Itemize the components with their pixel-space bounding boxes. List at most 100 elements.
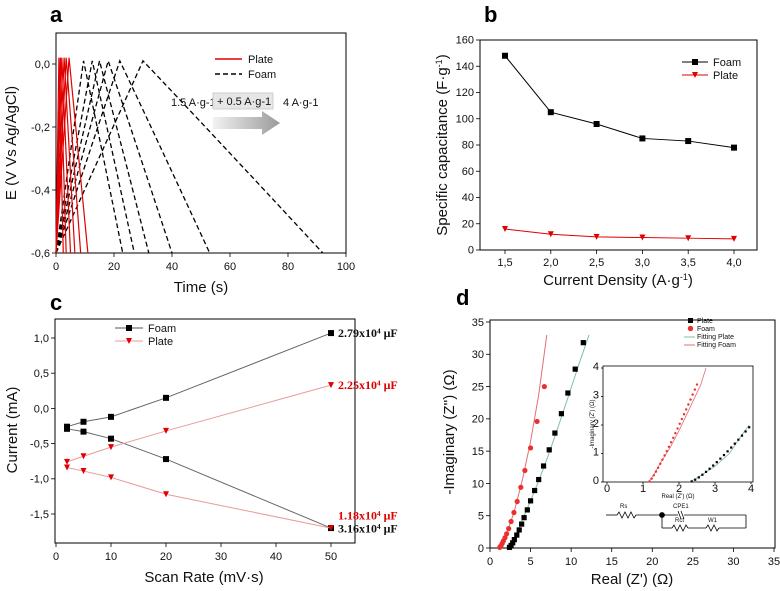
panel-c-xtick-label: 50 [325, 551, 337, 563]
panel-d-frame [489, 319, 776, 549]
foam-gcd-curve [55, 60, 124, 254]
panel-c-xtick-label: 20 [160, 551, 172, 563]
panel-d-plate-point [565, 390, 571, 396]
panel-b-foam-point [547, 109, 554, 116]
panel-b-xlabel: Current Density (A·g-1) [543, 272, 693, 289]
panel-d-ytick-label: 15 [472, 446, 484, 458]
panel-d-inset-frame [602, 365, 754, 483]
panel-c-capacitance-label: 2.25x10⁴ μF [338, 378, 398, 392]
panel-d-inset-xtick-label: 2 [676, 483, 682, 495]
panel-d-foam-point [511, 509, 517, 516]
plate-gcd-curve [55, 57, 76, 254]
panel-d-xlabel: Real (Z') (Ω) [591, 571, 673, 588]
panel-b-xtick-label: 4,0 [726, 257, 741, 269]
panel-d-legend-plate: Plate [697, 318, 713, 325]
panel-c-ytick-label: -1,5 [30, 509, 49, 521]
panel-c-ytick-label: 0,5 [34, 368, 49, 380]
panel-b-ytick-label: 160 [456, 35, 474, 47]
panel-d-foam-point [534, 418, 540, 425]
panel-d-inset-foam-point [654, 470, 658, 473]
panel-c-foam-point [328, 330, 334, 337]
panel-a-xtick-label: 100 [337, 261, 355, 273]
panel-a-ytick-label: -0,4 [31, 185, 50, 197]
panel-a-annotation-end: 4 A·g-1 [283, 97, 318, 109]
panel-c-plate-point [163, 491, 169, 498]
panel-b-xtick-label: 1,5 [497, 257, 512, 269]
panel-d-inset-xtick-label: 4 [748, 483, 754, 495]
panel-a-step-box [212, 92, 274, 110]
panel-d-plate-point [521, 515, 527, 521]
panel-b-plate-point [593, 233, 600, 240]
foam-gcd-curve [55, 58, 173, 254]
panel-d-inset-plate-point [722, 453, 726, 457]
panel-b-legend-foam: Foam [713, 57, 741, 69]
panel-d-inset-foam-point [672, 436, 675, 439]
circuit-label-rs: Rs [620, 504, 627, 510]
panel-a-xtick-label: 80 [282, 261, 294, 273]
panel-d-plate-point [519, 521, 525, 527]
panel-d-ytick-label: 10 [472, 478, 484, 490]
panel-d-plate-point [532, 487, 538, 494]
panel-d-ylabel: -Imaginary (Z'') (Ω) [441, 369, 458, 494]
panel-d-inset-foam-point [669, 441, 673, 444]
panel-b-legend-foam-marker [692, 59, 698, 65]
panel-d-plate-point [524, 507, 530, 513]
equivalent-circuit [606, 510, 747, 532]
panel-d-foam-point [541, 383, 547, 390]
panel-b-plate-point [685, 235, 692, 242]
panel-a-legend-plate: Plate [248, 54, 273, 66]
panel-d-inset-plate-point [697, 476, 700, 479]
panel-d-foam-point [506, 526, 512, 532]
panel-d-inset-foam-point [691, 393, 694, 396]
panel-d-plate-point [514, 532, 520, 538]
panel-c-frame [54, 318, 356, 544]
panel-d-inset-foam-point [652, 474, 655, 477]
panel-b-plate-point [502, 226, 508, 232]
panel-c-foam-point [108, 435, 114, 442]
panel-d-ytick-label: 0 [478, 543, 484, 555]
panel-d-xtick-label: 5 [528, 556, 534, 568]
panel-d-plate-point [536, 476, 542, 483]
panel-d-xtick-label: 25 [687, 556, 699, 568]
panel-d-foam-point [518, 484, 524, 490]
panel-c-ytick-label: 0,0 [34, 403, 49, 415]
panel-a-xtick-label: 60 [224, 261, 236, 273]
panel-c-plate-point [163, 427, 169, 434]
panel-d-legend-plate-marker [688, 318, 693, 323]
panel-label-b: b [484, 2, 497, 27]
panel-d-inset-foam-point [659, 462, 662, 465]
panel-a-xtick-label: 40 [166, 261, 178, 273]
panel-d-inset-xtick-label: 3 [712, 483, 718, 495]
panel-b-xtick-label: 3,5 [681, 257, 696, 269]
panel-d-plate-point [558, 411, 565, 417]
panel-d-inset-plate-point [712, 464, 715, 467]
panel-a-ytick-label: -0,2 [31, 122, 50, 134]
panel-d-legend-fit-foam: Fitting Foam [697, 342, 736, 349]
panel-c-xlabel: Scan Rate (mV·s) [144, 569, 263, 586]
panel-b-legend-plate: Plate [713, 70, 738, 82]
panel-c-foam-point [163, 394, 169, 401]
panel-d-inset-foam-point [665, 449, 668, 453]
panel-b-ytick-label: 100 [456, 113, 474, 125]
panel-b-xtick-label: 3,0 [635, 257, 650, 269]
panel-a-annotation-step: + 0.5 A·g-1 [217, 96, 271, 108]
panel-d-foam-point [514, 498, 520, 505]
panel-d-legend-foam-marker [687, 325, 694, 332]
panel-d-foam-point [522, 467, 528, 474]
panel-d-foam-point [508, 518, 514, 525]
panel-a-ylabel: E (V Vs Ag/AgCl) [3, 86, 20, 200]
panel-c-plate-point [328, 382, 334, 389]
panel-c-capacitance-label: 3.16x10⁴ μF [338, 521, 398, 535]
panel-b-foam-point [639, 135, 646, 142]
panel-c-xtick-label: 40 [270, 551, 282, 563]
panel-b-ytick-label: 0 [468, 245, 474, 257]
panel-d-plate-point [511, 537, 517, 543]
panel-c-ytick-label: -1,0 [30, 474, 49, 486]
panel-d-inset-xlabel: Real (Z') (Ω) [662, 494, 695, 500]
panel-c-foam-point [80, 428, 87, 435]
panel-d-inset-foam-point [687, 403, 690, 406]
panel-d-inset-xtick-label: 1 [640, 483, 646, 495]
panel-d-inset-plate-point [715, 461, 718, 464]
panel-d-inset-ytick-label: 1 [593, 447, 599, 459]
panel-d-plate-point [580, 340, 586, 346]
